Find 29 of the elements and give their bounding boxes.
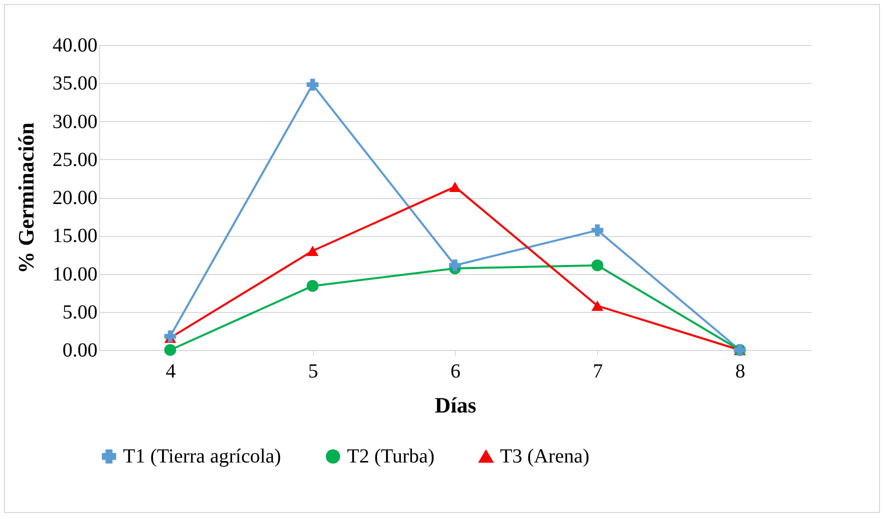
point — [591, 224, 604, 236]
x-tick-label: 7 — [592, 360, 603, 382]
x-tick-label: 4 — [166, 360, 176, 382]
point — [591, 259, 604, 272]
x-tick-label: 8 — [735, 360, 746, 382]
y-tick-label: 25.00 — [52, 148, 98, 171]
x-axis-title: Días — [434, 392, 477, 418]
y-tick-label: 15.00 — [52, 225, 98, 248]
legend-label: T3 (Arena) — [500, 446, 590, 468]
y-tick-label: 40.00 — [52, 34, 98, 56]
x-tick-label: 6 — [450, 360, 460, 382]
x-tick-label: 5 — [308, 360, 318, 382]
point — [164, 344, 176, 356]
point — [591, 300, 604, 311]
legend-label: T2 (Turba) — [347, 445, 435, 468]
y-tick-label: 5.00 — [62, 301, 98, 324]
point — [164, 330, 176, 342]
point — [449, 259, 461, 272]
legend-label: T1 (Tierra agrícola) — [123, 445, 282, 468]
y-tick-label: 30.00 — [52, 110, 98, 133]
y-tick-label: 35.00 — [52, 72, 98, 95]
point — [306, 78, 319, 91]
point — [306, 280, 319, 292]
y-tick-label: 10.00 — [52, 263, 98, 286]
y-axis-title: % Germinación — [14, 122, 38, 274]
point — [449, 182, 461, 192]
point — [306, 246, 319, 256]
y-tick-label: 20.00 — [52, 187, 98, 209]
y-tick-label: 0.00 — [62, 340, 98, 362]
